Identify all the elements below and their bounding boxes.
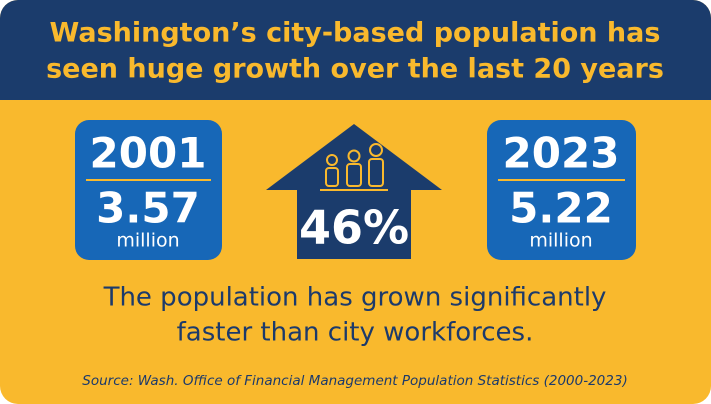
- year-box: [487, 120, 636, 260]
- body-line: The population has grown significantly: [103, 283, 607, 313]
- year: 2001: [90, 129, 207, 178]
- year: 2023: [503, 129, 620, 178]
- growth-percent: 46%: [299, 201, 409, 255]
- unit: million: [529, 230, 592, 252]
- source: Source: Wash. Office of Financial Manage…: [82, 373, 627, 389]
- title-line: Washington’s city-based population has: [50, 18, 661, 49]
- house: [266, 124, 442, 259]
- title-line: seen huge growth over the last 20 years: [46, 54, 664, 85]
- population: 3.57: [96, 184, 200, 233]
- header-band: [0, 0, 711, 100]
- year-box: [75, 120, 222, 260]
- people-icon: [320, 143, 388, 191]
- body-line: faster than city workforces.: [177, 318, 534, 348]
- population: 5.22: [509, 184, 613, 233]
- unit: million: [116, 230, 179, 252]
